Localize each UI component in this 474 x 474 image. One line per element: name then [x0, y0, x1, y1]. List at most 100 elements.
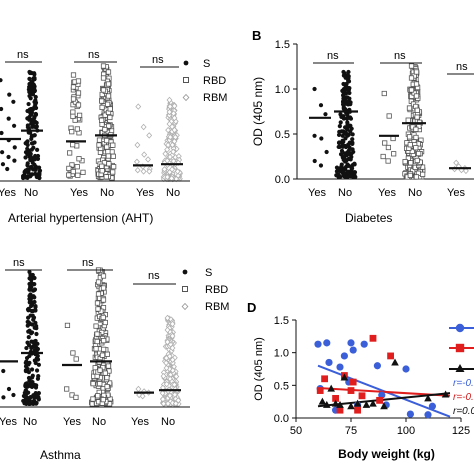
x-tick-label: 75 [345, 425, 357, 437]
panel-c-legend: S RBD RBM [181, 267, 229, 313]
y-tick-label: 1.5 [274, 315, 289, 327]
data-point-square [321, 375, 328, 383]
data-point-s [34, 400, 39, 406]
legend-marker-s [183, 60, 189, 66]
x-tick-label: No [161, 416, 175, 428]
data-point-s [348, 169, 354, 174]
data-point-rbd [382, 140, 388, 146]
data-point-rbd [69, 129, 75, 135]
data-point-s [24, 345, 29, 351]
panel-b-axis: 0.0 0.5 1.0 1.5 OD (405 nm) [251, 39, 474, 186]
data-point-rbd [407, 142, 413, 148]
panel-letter: B [252, 28, 261, 43]
data-point-rbm [159, 389, 166, 397]
data-point-s [29, 172, 34, 177]
data-point-rbm [164, 326, 171, 334]
data-point-rbd [70, 113, 76, 119]
data-point-s [339, 148, 345, 153]
data-point-rbd [70, 350, 76, 356]
panel-a-legend: S RBD RBM [182, 58, 227, 104]
data-point-square [332, 395, 339, 402]
data-point-rbm [167, 392, 173, 399]
data-point-rbm [165, 141, 172, 149]
data-point-rbd [406, 105, 413, 111]
data-point-rbm [171, 126, 178, 134]
data-point-rbd [111, 164, 117, 170]
data-point-square [376, 396, 383, 404]
sig-label: ns [152, 54, 164, 66]
data-point-s [339, 129, 344, 134]
data-point-s [32, 287, 37, 293]
data-point-s [342, 157, 347, 162]
data-point-s [25, 146, 30, 151]
data-point-s [31, 393, 36, 398]
data-point-rbm [167, 103, 174, 110]
data-point-s [312, 86, 317, 92]
legend-label-rbm: RBM [205, 301, 229, 313]
data-point-s [318, 163, 324, 168]
data-point-rbm [146, 168, 153, 175]
panel-a-axis: Yes No Yes No Yes No Arterial hypertensi… [0, 180, 190, 225]
data-point-rbd [413, 174, 420, 180]
x-tick-label: No [338, 187, 352, 199]
data-point-rbm [139, 393, 146, 400]
legend-marker-triangle [455, 364, 465, 372]
data-point-rbd [107, 114, 113, 121]
data-point-s [27, 81, 32, 87]
data-point-rbd [413, 145, 419, 151]
data-point-s [324, 149, 329, 155]
data-point-s [36, 362, 41, 367]
data-point-s [28, 287, 33, 292]
data-point-s [26, 375, 32, 381]
data-point-rbd [70, 142, 76, 148]
data-point-s [348, 129, 353, 134]
data-point-rbd [97, 381, 103, 387]
data-point-rbd [69, 162, 75, 168]
data-point-s [21, 398, 26, 404]
data-point-s [27, 281, 32, 287]
data-point-rbm [169, 344, 176, 352]
legend-marker-rbm [182, 93, 190, 102]
data-point-rbd [70, 109, 76, 115]
data-point-rbm [169, 332, 176, 340]
data-point-s [345, 174, 350, 179]
data-point-rbd [101, 346, 107, 352]
data-point-s [30, 373, 35, 378]
data-point-s [23, 155, 28, 160]
data-point-s [340, 143, 345, 148]
data-point-rbm [174, 168, 181, 175]
data-point-rbd [75, 102, 82, 108]
data-point-rbd [105, 93, 112, 99]
data-point-rbd [110, 142, 116, 148]
data-point-s [350, 141, 355, 147]
legend-marker-rbm [181, 302, 189, 311]
data-point-rbm [173, 373, 180, 380]
data-point-rbd [73, 394, 79, 401]
data-point-s [6, 154, 11, 160]
data-point-s [341, 69, 346, 75]
data-point-s [339, 162, 344, 167]
x-tick-label: Yes [136, 187, 154, 199]
panel-b-points [312, 63, 469, 180]
data-point-rbd [67, 150, 73, 156]
data-point-s [27, 93, 32, 99]
data-point-s [31, 120, 36, 125]
data-point-s [23, 368, 29, 374]
data-point-s [11, 123, 17, 128]
data-point-s [32, 75, 37, 81]
data-point-rbm [163, 359, 170, 367]
stat-label: r=0.0 [453, 406, 474, 417]
data-point-s [346, 99, 351, 105]
data-point-rbm [453, 159, 460, 166]
data-point-s [1, 368, 6, 374]
data-point-s [12, 158, 17, 163]
data-point-s [346, 75, 351, 81]
data-point-rbm [164, 146, 171, 153]
data-point-s [34, 174, 39, 179]
data-point-rbd [408, 160, 414, 166]
data-point-s [337, 124, 342, 129]
data-point-rbd [103, 137, 110, 144]
data-point-s [27, 360, 32, 365]
data-point-triangle [318, 397, 327, 405]
